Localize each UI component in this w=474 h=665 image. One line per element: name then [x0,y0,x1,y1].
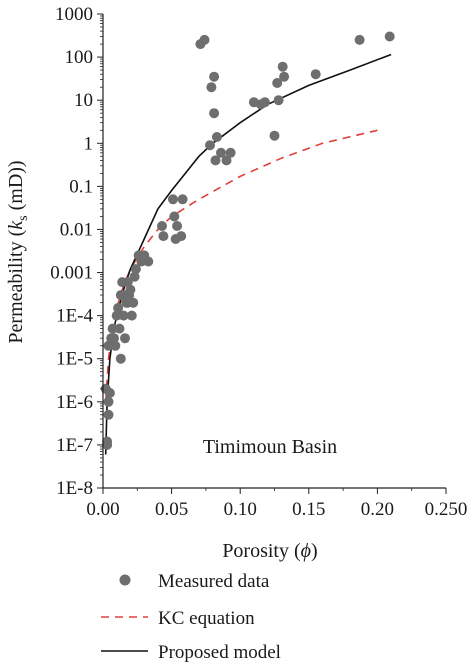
data-point-32 [143,256,154,267]
data-point-49 [216,147,226,158]
x-tick-label-3: 0.15 [292,499,325,520]
plot-area [100,31,395,455]
data-point-12 [113,303,124,313]
y-axis-title-symbol: k [5,220,27,230]
data-point-57 [273,95,284,106]
x-axis-title-symbol: ϕ [301,540,311,562]
data-point-47 [210,155,221,166]
data-point-33 [157,221,167,231]
data-point-8 [107,323,118,334]
data-point-19 [120,333,130,344]
legend: Measured data KC equation Proposed model [101,571,281,663]
data-point-62 [384,31,395,42]
data-point-34 [158,231,169,242]
data-point-54 [259,97,270,108]
data-point-55 [269,130,280,141]
x-axis-title-prefix: Porosity ( [222,540,301,562]
data-point-46 [209,71,220,82]
legend-marker-measured [119,574,131,586]
y-axis-title-suffix: (mD)) [5,160,27,215]
data-point-43 [205,140,215,151]
y-tick-label-1: 100 [65,47,94,68]
x-tick-label-2: 0.10 [224,499,257,520]
data-point-4 [103,396,114,407]
data-point-10 [110,340,121,351]
data-point-40 [177,194,188,205]
y-tick-label-9: 1E-6 [56,392,93,413]
legend-label-proposed: Proposed model [158,642,281,663]
data-point-26 [128,297,139,308]
data-point-45 [209,108,220,119]
data-point-2 [102,436,113,447]
x-tick-label-1: 0.05 [155,499,188,520]
y-tick-label-3: 1 [84,133,94,154]
data-point-3 [103,409,114,420]
axes: 1000 100 10 1 0.1 0.01 0.001 1E-4 1E-5 1E-6 1E-7 1E… [50,4,467,520]
y-tick-label-11: 1E-8 [56,478,93,499]
y-tick-label-5: 0.01 [60,219,93,240]
data-point-13 [114,323,125,334]
data-point-39 [176,231,187,242]
data-point-36 [169,211,180,222]
data-point-35 [168,194,178,205]
data-point-21 [122,277,133,288]
data-point-58 [277,61,288,72]
y-tick-label-8: 1E-5 [56,349,93,370]
y-tick-label-10: 1E-7 [56,435,93,456]
data-point-42 [199,34,210,45]
data-point-24 [125,284,136,295]
y-tick-label-7: 1E-4 [56,306,93,327]
y-axis-title: Permeability (ks (mD)) [5,160,31,343]
y-tick-label-2: 10 [74,90,93,111]
x-axis-title-suffix: ) [311,540,318,562]
x-axis-title: Porosity (ϕ) [222,540,317,562]
data-point-25 [126,310,137,321]
data-point-56 [272,78,283,88]
legend-item-kc: KC equation [101,608,255,629]
x-tick-label-5: 0.250 [425,499,468,520]
legend-item-measured: Measured data [119,571,270,592]
legend-label-kc: KC equation [158,608,255,629]
data-point-28 [130,264,141,275]
data-point-17 [118,310,129,321]
x-tick-label-0: 0.00 [86,499,119,520]
data-point-48 [211,132,222,142]
y-axis-title-subscript: s [16,215,31,220]
y-axis-title-prefix: Permeability ( [5,229,27,343]
data-point-15 [115,353,126,364]
legend-item-proposed: Proposed model [101,642,281,663]
legend-label-measured: Measured data [158,571,270,592]
y-tick-label-4: 0.1 [69,176,93,197]
y-tick-label-6: 0.001 [50,263,93,284]
data-point-51 [225,147,236,158]
y-tick-label-0: 1000 [55,4,93,25]
data-point-60 [310,69,321,80]
x-tick-label-4: 0.20 [361,499,394,520]
data-point-5 [104,388,115,398]
chart-annotation: Timimoun Basin [203,436,337,458]
data-point-61 [354,34,365,45]
data-point-9 [109,333,119,344]
data-point-50 [221,155,232,166]
data-point-27 [129,271,140,282]
data-point-11 [111,310,122,321]
data-point-44 [206,82,217,93]
data-point-38 [172,221,183,231]
data-point-59 [279,71,290,82]
